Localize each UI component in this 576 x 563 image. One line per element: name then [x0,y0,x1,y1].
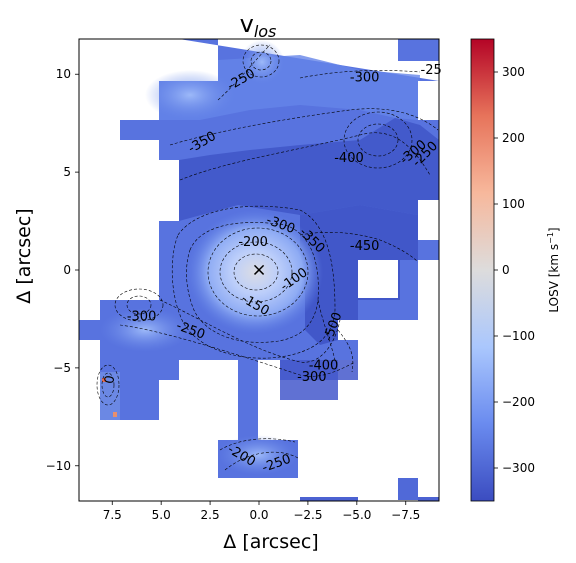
contour-label: -450 [350,239,380,254]
contour-label: -300 [127,309,157,324]
hole [418,81,439,120]
center-marker: × [251,260,266,281]
contour-line [299,70,421,79]
hole [358,260,398,298]
colorbar-label-main: LOSV [km s [547,244,561,313]
colorbar [470,38,495,502]
contour-line [207,227,309,317]
colorbar-tick-label: −200 [502,395,535,409]
contour-line [119,324,356,377]
x-tick-label: 0.0 [249,508,268,522]
velocity-field-north-blob [240,40,284,84]
contour-lines [96,44,439,471]
x-axis-label: Δ [arcsec] [223,531,318,553]
contour-line [337,329,354,373]
contour-line [114,288,164,322]
contour-line [357,123,399,157]
contour-line [242,44,280,78]
x-tick-label: 5.0 [152,508,171,522]
colorbar-tick-label: 200 [502,131,525,145]
contour-label: -300 [297,370,327,385]
y-axis-label: Δ [arcsec] [13,208,35,303]
contour-label: -400 [334,151,364,166]
y-tick-label: 5 [63,165,71,179]
colorbar-tick-label: −100 [502,329,535,343]
velocity-field-northwest-blob [145,70,235,120]
colorbar-label-superscript: −1 [546,232,555,244]
x-tick-label: 2.5 [201,508,220,522]
x-tick-label: −5.0 [342,508,371,522]
contour-line [169,108,439,146]
chart-title-main: v [240,10,254,38]
x-tick-label: −2.5 [293,508,322,522]
contour-label: -400 [309,358,339,373]
contour-label: -200 [238,235,268,250]
contour-line [224,451,299,471]
velocity-heatmap [79,39,439,501]
patch-bottom-edge [418,497,439,501]
y-tick-label: 0 [63,263,71,277]
contour-line [179,132,431,181]
contour-line [317,299,336,361]
colorbar-tick-label: 300 [502,65,525,79]
colorbar-tick-label: 100 [502,197,525,211]
colorbar-ticks: 300 200 100 0 −100 −200 −300 [494,65,535,475]
x-axis-ticks: 7.5 5.0 2.5 0.0 −2.5 −5.0 −7.5 [103,501,420,522]
chart-title-subscript: los [254,22,277,41]
y-axis-ticks: 10 5 0 −5 −10 [46,67,79,473]
chart-title: vlos [240,10,277,41]
colorbar-tick-label: 0 [502,263,510,277]
patch-bottom-right [398,478,418,500]
colorbar-tick-label: −300 [502,461,535,475]
patch-bottom-center [300,497,358,501]
red-pixel [113,412,117,417]
contour-line [219,438,296,451]
x-tick-label: −7.5 [391,508,420,522]
contour-line [233,253,279,291]
contour-line [250,51,272,71]
colorbar-label-end: ] [547,227,561,232]
colorbar-label: LOSV [km s−1] [546,227,561,312]
red-pixel [102,378,106,382]
contour-line [101,372,115,398]
center-marker-layer: × [251,260,266,281]
contour-line [186,222,319,343]
y-tick-label: 10 [56,67,71,81]
contour-label: 0 [102,374,118,385]
velocity-field-core [187,210,323,334]
velocity-field-west-blob [100,308,190,352]
contour-line [126,295,152,315]
x-tick-label: 7.5 [103,508,122,522]
velocity-field-south-blob [218,435,298,475]
contour-line [96,364,120,406]
y-tick-label: −5 [53,361,71,375]
velocity-field-dark-band [179,118,439,221]
contour-line [299,231,419,263]
contour-line [219,241,293,303]
y-tick-label: −10 [46,459,71,473]
contour-label: -25 [421,63,442,78]
hole [418,200,439,221]
contour-label: -300 [350,71,380,86]
contour-line [343,111,413,169]
